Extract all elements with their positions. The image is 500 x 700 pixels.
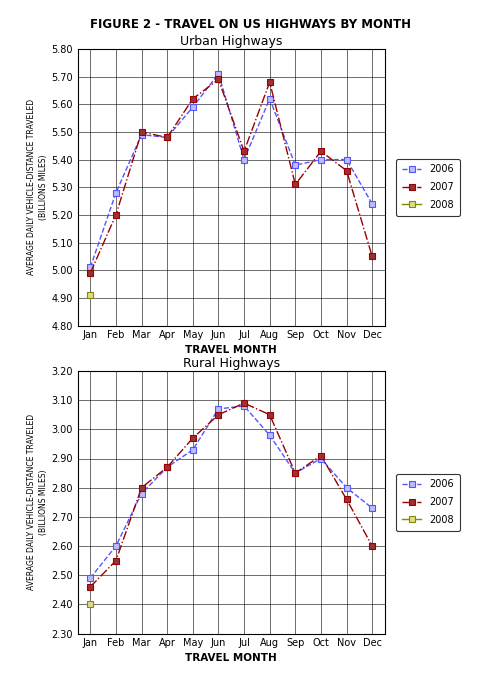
2006 (88, 263, 94, 272)
Text: FIGURE 2 - TRAVEL ON US HIGHWAYS BY MONTH: FIGURE 2 - TRAVEL ON US HIGHWAYS BY MONT… (90, 18, 410, 31)
2007 (88, 269, 94, 277)
2007 (216, 75, 222, 83)
X-axis label: TRAVEL MONTH: TRAVEL MONTH (186, 652, 277, 662)
Line: 2006: 2006 (87, 403, 376, 581)
Line: 2006: 2006 (87, 71, 376, 271)
2006 (369, 199, 375, 208)
2007 (88, 582, 94, 591)
2006 (190, 103, 196, 111)
Legend: 2006, 2007, 2008: 2006, 2007, 2008 (396, 474, 460, 531)
2006 (292, 469, 298, 477)
2006 (241, 155, 247, 164)
2006 (292, 161, 298, 169)
2007 (318, 147, 324, 155)
2007 (344, 167, 349, 175)
Title: Rural Highways: Rural Highways (182, 357, 280, 370)
2006 (88, 574, 94, 582)
2007 (292, 469, 298, 477)
2007 (138, 484, 144, 492)
2006 (344, 155, 349, 164)
2007 (241, 399, 247, 407)
2007 (369, 542, 375, 550)
2006 (138, 489, 144, 498)
2006 (164, 133, 170, 141)
X-axis label: TRAVEL MONTH: TRAVEL MONTH (186, 344, 277, 354)
Line: 2007: 2007 (87, 76, 376, 276)
2007 (369, 252, 375, 260)
2007 (344, 495, 349, 503)
2007 (164, 133, 170, 141)
Y-axis label: AVERAGE DAILY VEHICLE-DISTANCE TRAVELED
(BILLIONS MILES): AVERAGE DAILY VEHICLE-DISTANCE TRAVELED … (28, 99, 48, 275)
2006 (190, 445, 196, 454)
2007 (266, 78, 272, 86)
Line: 2007: 2007 (87, 400, 376, 590)
2006 (318, 155, 324, 164)
2007 (164, 463, 170, 471)
2006 (216, 405, 222, 413)
2006 (164, 463, 170, 471)
2007 (113, 556, 119, 565)
2006 (266, 94, 272, 103)
2006 (138, 130, 144, 139)
2007 (190, 94, 196, 103)
2006 (216, 70, 222, 78)
2007 (292, 181, 298, 189)
Legend: 2006, 2007, 2008: 2006, 2007, 2008 (396, 159, 460, 216)
2007 (216, 410, 222, 419)
2007 (318, 452, 324, 460)
2006 (318, 454, 324, 463)
Title: Urban Highways: Urban Highways (180, 35, 282, 48)
2007 (113, 211, 119, 219)
2006 (113, 188, 119, 197)
Y-axis label: AVERAGE DAILY VEHICLE-DISTANCE TRAVELED
(BILLIONS MILES): AVERAGE DAILY VEHICLE-DISTANCE TRAVELED … (28, 414, 48, 590)
2006 (113, 542, 119, 550)
2007 (190, 434, 196, 442)
2006 (266, 431, 272, 440)
2007 (138, 128, 144, 136)
2007 (241, 147, 247, 155)
2006 (369, 504, 375, 512)
2006 (241, 402, 247, 410)
2006 (344, 484, 349, 492)
2007 (266, 410, 272, 419)
